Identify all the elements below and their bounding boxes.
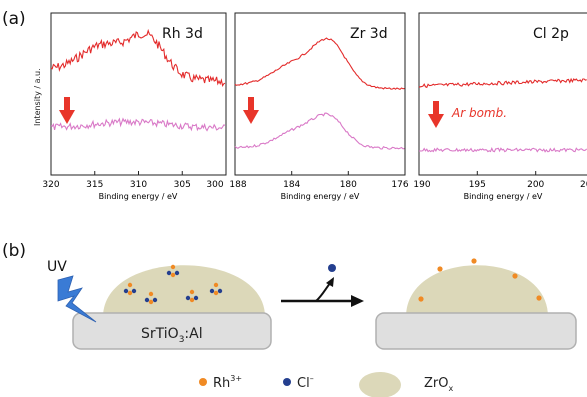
tick-label: 315	[86, 180, 103, 190]
cl-ion	[209, 288, 215, 294]
zrox-dome	[406, 265, 548, 317]
tick-marks	[418, 171, 537, 175]
rh-ion	[148, 299, 154, 305]
tick-label: 195	[469, 180, 486, 190]
spectrum-after	[234, 112, 405, 150]
x-axis-label: Binding energy / eV	[281, 192, 360, 201]
tick-label: 184	[283, 180, 300, 190]
tick-label: 176	[391, 180, 408, 190]
cl-ion	[123, 288, 129, 294]
tick-label: 320	[42, 180, 59, 190]
plot-rh3d: Rh 3d 320 315 310 305 300 Binding energy…	[42, 12, 227, 201]
panel-b-label: (b)	[2, 241, 26, 261]
zrox-dome	[103, 265, 265, 317]
after-uv-schematic	[375, 258, 577, 350]
spectrum-after	[418, 147, 587, 153]
legend-zrox-marker	[359, 372, 401, 397]
uv-label: UV	[47, 259, 67, 275]
tick-marks	[234, 171, 406, 175]
legend-rh-label: Rh3+	[213, 374, 242, 391]
rh-ion	[148, 291, 154, 297]
tick-label: 188	[229, 180, 246, 190]
plot-cl2p: Cl 2p Ar bomb. 190 195 200 205 Binding e…	[413, 12, 587, 201]
tick-label: 205	[580, 180, 587, 190]
legend-zrox-label: ZrOx	[424, 376, 453, 393]
substrate-block	[375, 312, 577, 350]
tick-label: 200	[527, 180, 544, 190]
plot-zr3d: Zr 3d 188 184 180 176 Binding energy / e…	[229, 12, 409, 201]
tick-label: 305	[174, 180, 191, 190]
rh-ion	[536, 295, 542, 301]
rh-ion	[189, 289, 195, 295]
rh-ion	[213, 290, 219, 296]
uv-lightning-icon	[57, 275, 97, 323]
rh-ion	[189, 297, 195, 303]
legend: Rh3+ Cl– ZrOx	[199, 372, 453, 397]
rh-ion	[437, 266, 443, 272]
tick-label: 190	[413, 180, 430, 190]
panel-a-label: (a)	[2, 9, 26, 29]
rh-ion	[512, 273, 518, 279]
rh-ion	[127, 290, 133, 296]
substrate-label: SrTiO3:Al	[141, 326, 203, 345]
substrate-block	[72, 312, 272, 350]
down-arrow	[428, 101, 444, 128]
cl-ion	[152, 297, 158, 303]
plot-title: Cl 2p	[533, 26, 569, 42]
rh-ion	[170, 264, 176, 270]
cl-ion	[185, 295, 191, 301]
rh-ion	[213, 282, 219, 288]
spectrum-before	[50, 28, 226, 87]
tick-marks	[50, 171, 227, 175]
plot-frame	[418, 12, 587, 176]
x-axis-label: Binding energy / eV	[99, 192, 178, 201]
rh-ion	[127, 282, 133, 288]
tick-label: 180	[340, 180, 357, 190]
plot-title: Rh 3d	[162, 26, 203, 42]
y-axis-label: Intensity / a.u.	[33, 68, 42, 126]
cl-ion	[131, 288, 137, 294]
cl-ion	[144, 297, 150, 303]
spectrum-before	[234, 37, 405, 91]
tick-label: 300	[206, 180, 223, 190]
legend-cl-marker	[283, 378, 291, 386]
cl-ion	[166, 270, 172, 276]
cl-ion	[193, 295, 199, 301]
cl-ion	[174, 270, 180, 276]
legend-rh-marker	[199, 378, 207, 386]
spectrum-before	[418, 77, 587, 89]
before-uv-schematic: SrTiO3:Al	[72, 264, 272, 350]
plot-title: Zr 3d	[350, 26, 388, 42]
rh-ion	[471, 258, 477, 264]
x-axis-label: Binding energy / eV	[464, 192, 543, 201]
legend-cl-label: Cl–	[297, 374, 314, 391]
tick-label: 310	[130, 180, 147, 190]
rh-cl-clusters	[123, 264, 223, 305]
down-arrow	[243, 97, 259, 124]
cl-ion	[217, 288, 223, 294]
ar-bombardment-label: Ar bomb.	[451, 106, 507, 120]
rh-ion	[418, 296, 424, 302]
spectrum-after	[50, 117, 226, 132]
released-cl-ion	[328, 264, 336, 272]
plot-frame	[234, 12, 406, 176]
rh-ion	[170, 272, 176, 278]
down-arrow	[59, 97, 75, 124]
process-arrow	[281, 264, 364, 307]
